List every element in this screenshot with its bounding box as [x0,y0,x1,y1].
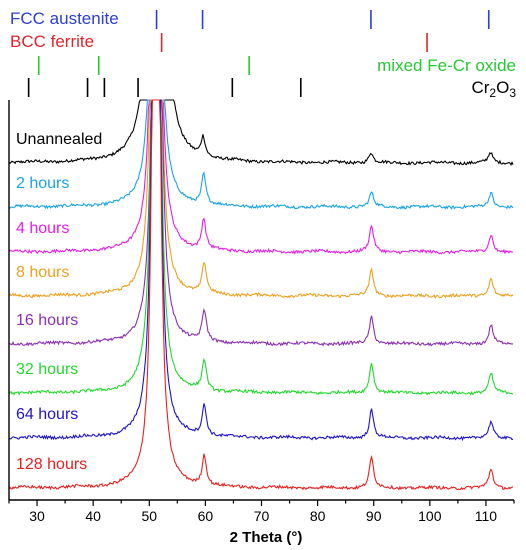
x-tick-label: 30 [29,508,45,524]
legend-label-mixed-fe-cr-oxide: mixed Fe-Cr oxide [377,56,516,75]
x-axis-title: 2 Theta (°) [230,529,303,546]
series-label-128-hours: 128 hours [16,456,87,473]
legend-label-bcc-ferrite: BCC ferrite [10,32,94,51]
x-tick-label: 70 [254,508,270,524]
x-tick-label: 40 [85,508,101,524]
series-label-8-hours: 8 hours [16,264,69,281]
x-tick-label: 100 [418,508,442,524]
x-axis: 30 40 50 60 70 80 90 100 110 2 Theta (°) [8,100,515,546]
trace-128-hours [8,99,514,491]
series-label-4-hours: 4 hours [16,220,69,237]
trace-16-hours [8,99,514,347]
trace-unannealed [8,99,514,166]
legend-label-fcc-austenite: FCC austenite [10,9,119,28]
trace-2-hours [8,99,514,210]
series-label-64-hours: 64 hours [16,406,78,423]
x-tick-label: 110 [475,508,498,524]
x-tick-label: 90 [366,508,382,524]
trace-8-hours [8,99,514,300]
series-label-16-hours: 16 hours [16,312,78,329]
trace-4-hours [8,99,514,255]
series-label-32-hours: 32 hours [16,361,78,378]
series-label-unannealed: Unannealed [16,131,102,148]
x-tick-label: 60 [198,508,214,524]
reference-markers [27,10,490,97]
legend-label-cr2: Cr2O3 [471,78,516,100]
trace-32-hours [8,99,514,396]
legend-labels: FCC austenite BCC ferrite mixed Fe-Cr oxid… [10,9,516,473]
trace-64-hours [8,99,514,442]
series-label-2-hours: 2 hours [16,175,69,192]
x-tick-label: 50 [141,508,157,524]
x-tick-label: 80 [310,508,326,524]
plot-area [8,99,514,491]
